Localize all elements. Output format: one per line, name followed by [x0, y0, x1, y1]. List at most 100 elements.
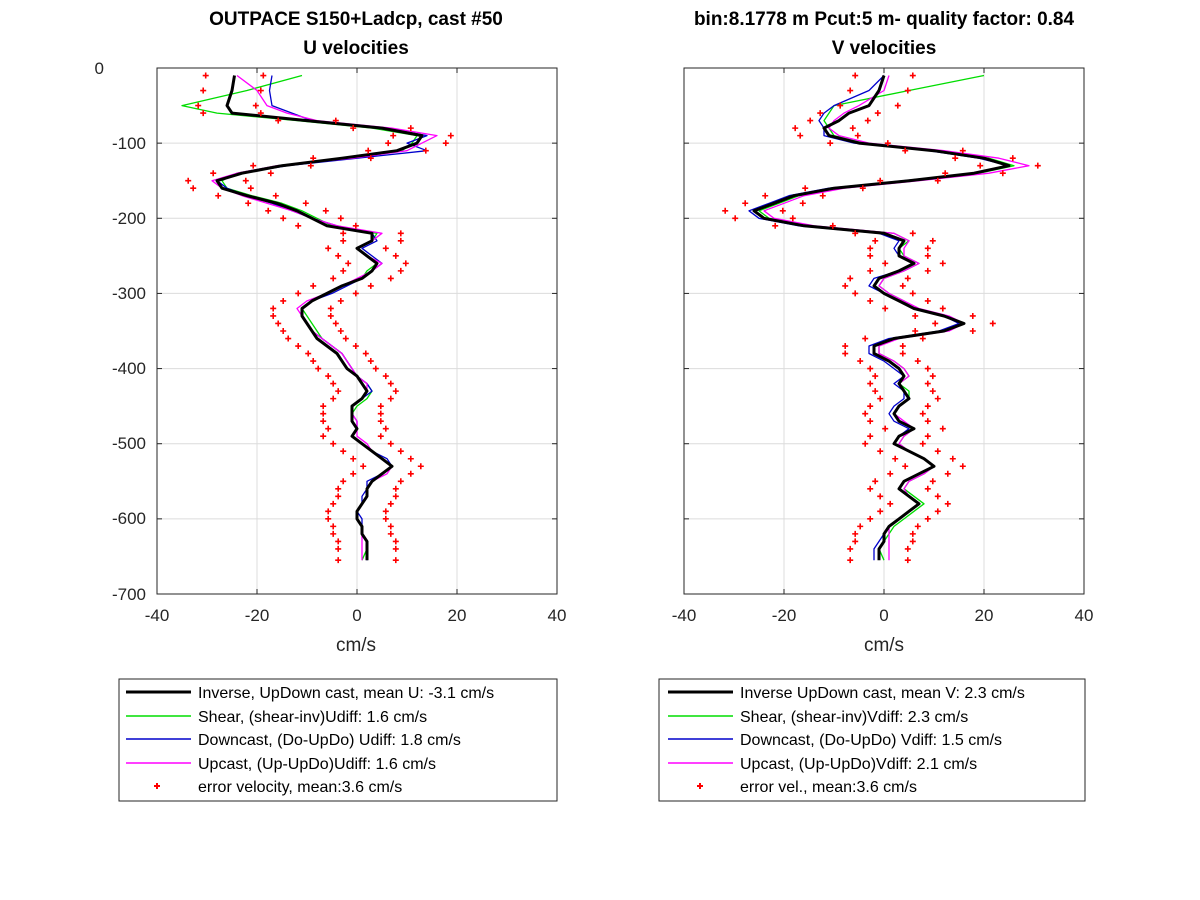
- v-error-point: [887, 500, 894, 507]
- u-error-point: [330, 523, 337, 530]
- u-error-point: [332, 117, 339, 124]
- u-error-point: [365, 147, 372, 154]
- v-error-point: [789, 215, 796, 222]
- u-error-point: [387, 275, 394, 282]
- v-error-point: [924, 245, 931, 252]
- u-panel-title-line2: U velocities: [303, 38, 409, 59]
- u-ticks: [156, 67, 558, 595]
- v-error-point: [892, 455, 899, 462]
- u-error-point: [377, 403, 384, 410]
- u-error-point: [335, 388, 342, 395]
- u-xtick-label: 0: [352, 606, 361, 625]
- u-error-point: [320, 418, 327, 425]
- u-error-point: [397, 478, 404, 485]
- v-ticks: [683, 67, 1085, 595]
- u-panel-title-line1: OUTPACE S150+Ladcp, cast #50: [209, 9, 503, 30]
- v-error-point: [959, 147, 966, 154]
- u-error-point: [327, 305, 334, 312]
- v-panel-title-line1: bin:8.1778 m Pcut:5 m- quality factor: 0…: [694, 9, 1075, 30]
- v-error-point: [847, 87, 854, 94]
- v-error-point: [939, 425, 946, 432]
- u-error-point: [202, 72, 209, 79]
- u-error-point: [185, 177, 192, 184]
- u-legend-entry: error velocity, mean:3.6 cm/s: [198, 779, 402, 796]
- v-error-point: [899, 350, 906, 357]
- u-error-point: [325, 373, 332, 380]
- u-error-point: [337, 297, 344, 304]
- v-legend-entry: Inverse UpDown cast, mean V: 2.3 cm/s: [740, 685, 1025, 702]
- v-error-point: [792, 125, 799, 132]
- v-error-point: [929, 237, 936, 244]
- v-error-point: [934, 395, 941, 402]
- u-error-point: [280, 328, 287, 334]
- v-error-point: [847, 275, 854, 282]
- u-error-point: [335, 538, 342, 545]
- v-error-point: [779, 207, 786, 214]
- u-error-point: [382, 515, 389, 522]
- v-error-point: [817, 110, 824, 117]
- u-error-point: [342, 335, 349, 342]
- u-error-point: [335, 252, 342, 259]
- u-error-point: [330, 380, 337, 387]
- u-error-point: [382, 373, 389, 380]
- v-legend-box: [658, 678, 1086, 802]
- u-error-point: [392, 493, 399, 500]
- v-error-point: [882, 305, 889, 312]
- v-error-point: [867, 267, 874, 274]
- u-legend-box: [118, 678, 558, 802]
- u-error-point: [260, 72, 267, 79]
- u-error-point: [275, 320, 282, 327]
- u-ytick-label: 0: [95, 59, 104, 78]
- v-error-point: [742, 200, 749, 207]
- v-error-point: [799, 200, 806, 207]
- v-error-point: [919, 410, 926, 417]
- v-error-point: [924, 297, 931, 304]
- v-error-point: [952, 155, 959, 162]
- v-error-point: [852, 538, 859, 545]
- v-error-point: [924, 403, 931, 410]
- u-error-point: [250, 162, 257, 169]
- v-error-point: [867, 433, 874, 440]
- v-error-point: [989, 320, 996, 327]
- u-error-point: [417, 463, 424, 470]
- u-error-point: [320, 433, 327, 440]
- u-error-point: [382, 508, 389, 515]
- u-error-point: [392, 252, 399, 259]
- v-velocity-panel: bin:8.1778 m Pcut:5 m- quality factor: 0…: [658, 9, 1093, 802]
- u-error-point: [247, 185, 254, 192]
- u-error-point: [320, 410, 327, 417]
- v-error-point: [862, 410, 869, 417]
- u-xtick-label: 20: [448, 606, 467, 625]
- u-error-point: [267, 170, 274, 177]
- u-error-point: [392, 388, 399, 395]
- v-error-point: [934, 508, 941, 515]
- v-error-point: [939, 260, 946, 267]
- v-error-point: [924, 252, 931, 259]
- u-error-point: [397, 448, 404, 455]
- v-legend-entry: Downcast, (Do-UpDo) Vdiff: 1.5 cm/s: [740, 732, 1002, 749]
- v-error-point: [969, 328, 976, 334]
- u-error-point: [345, 260, 352, 267]
- v-error-point: [909, 538, 916, 545]
- u-error-point: [337, 215, 344, 222]
- v-error-point: [919, 335, 926, 342]
- u-error-point: [360, 463, 367, 470]
- u-error-point: [377, 410, 384, 417]
- u-error-point: [442, 140, 449, 147]
- u-error-point: [340, 230, 347, 237]
- v-error-point: [914, 358, 921, 365]
- u-error-point: [330, 530, 337, 537]
- u-error-point: [387, 440, 394, 447]
- u-error-point: [330, 275, 337, 282]
- v-error-point: [977, 162, 984, 169]
- v-error-point: [934, 493, 941, 500]
- u-error-point: [335, 493, 342, 500]
- v-error-point: [924, 380, 931, 387]
- u-error-point: [330, 500, 337, 507]
- u-error-point: [302, 200, 309, 207]
- u-error-point: [200, 110, 207, 117]
- u-ytick-label: -400: [112, 359, 146, 378]
- v-error-point: [999, 170, 1006, 177]
- v-error-point: [944, 500, 951, 507]
- u-error-point: [447, 132, 454, 139]
